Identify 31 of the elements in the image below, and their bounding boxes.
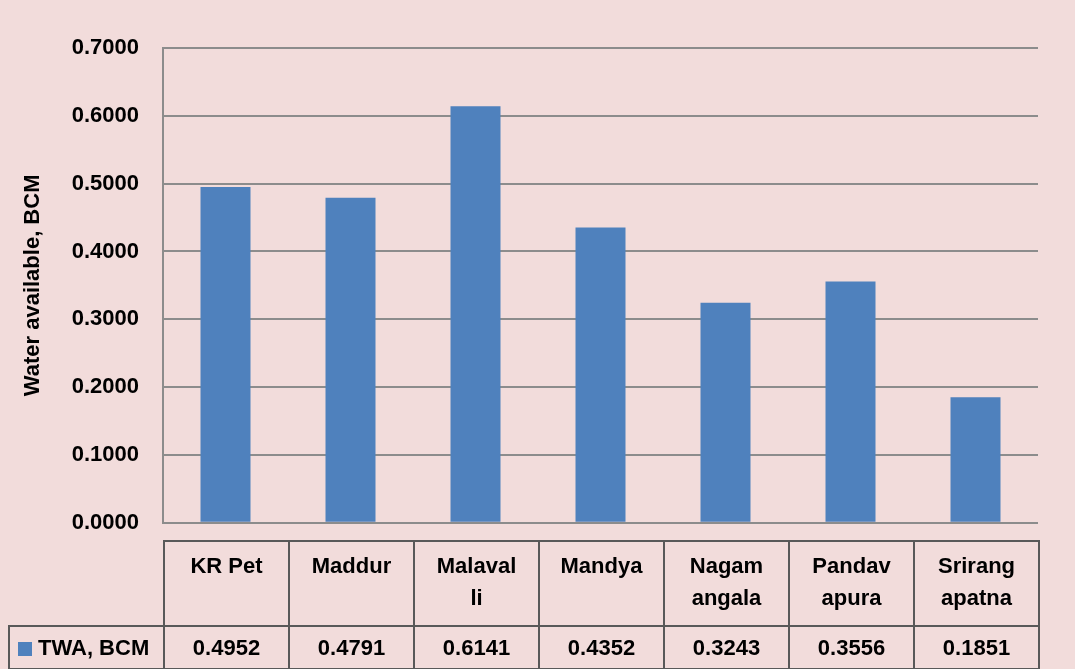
y-tick-label: 0.5000 <box>71 169 139 195</box>
bar <box>825 281 876 522</box>
data-label: 0.4352 <box>567 634 636 660</box>
data-label: 0.4791 <box>317 634 386 660</box>
bar <box>450 106 501 522</box>
x-tick-label: KR Pet <box>189 552 264 580</box>
y-axis-title: Water available, BCM <box>19 174 45 397</box>
bar <box>200 186 251 522</box>
bar <box>575 227 626 522</box>
x-tick-label: Nagamangala <box>688 552 765 612</box>
x-tick-label: Mandya <box>559 552 644 580</box>
y-tick-label: 0.2000 <box>71 373 139 399</box>
y-tick-label: 0.0000 <box>71 508 139 534</box>
y-tick-label: 0.7000 <box>71 34 139 60</box>
x-tick-label: Malavalli <box>435 552 518 612</box>
data-label: 0.6141 <box>442 634 511 660</box>
data-label: 0.1851 <box>942 634 1011 660</box>
bar <box>325 197 376 522</box>
x-tick-label: Srirangapatna <box>937 552 1016 612</box>
x-tick-label: Pandavapura <box>811 552 892 612</box>
y-tick-label: 0.1000 <box>71 441 139 467</box>
legend-label: TWA, BCM <box>38 634 150 660</box>
bar <box>700 302 751 522</box>
data-label: 0.3556 <box>817 634 886 660</box>
data-label: 0.3243 <box>692 634 761 660</box>
data-label: 0.4952 <box>192 634 261 660</box>
x-tick-label: Maddur <box>310 552 393 580</box>
y-tick-label: 0.3000 <box>71 305 139 331</box>
bar <box>950 397 1001 522</box>
y-tick-label: 0.4000 <box>71 237 139 263</box>
y-tick-label: 0.6000 <box>71 101 139 127</box>
